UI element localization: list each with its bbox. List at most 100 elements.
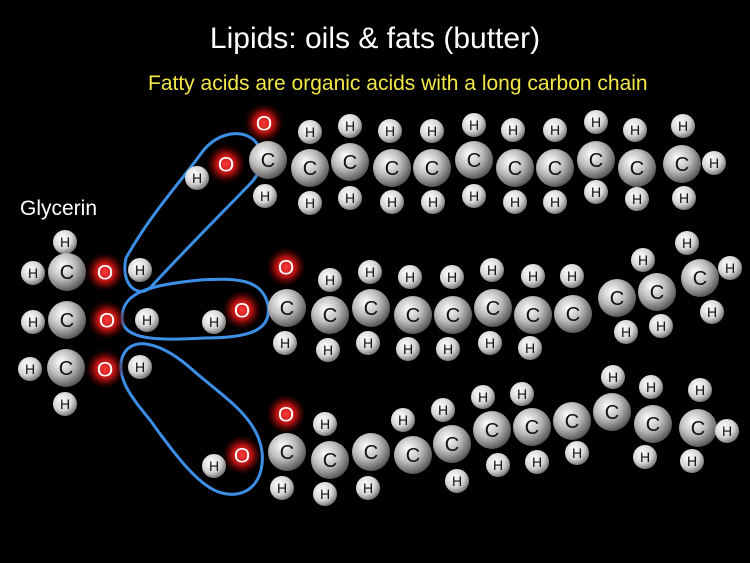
chain3-hydrogen: H bbox=[486, 453, 510, 477]
glycerin-hydrogen: H bbox=[53, 230, 77, 254]
chain3-hydrogen: H bbox=[525, 450, 549, 474]
svg-text:C: C bbox=[364, 442, 378, 464]
svg-text:H: H bbox=[682, 235, 692, 251]
chain3-hydrogen: H bbox=[565, 441, 589, 465]
svg-text:O: O bbox=[278, 257, 294, 280]
svg-text:C: C bbox=[548, 158, 562, 180]
glycerin-oxygen: O bbox=[85, 252, 125, 292]
chain3-hydrogen: H bbox=[445, 469, 469, 493]
svg-text:H: H bbox=[528, 268, 538, 284]
svg-text:H: H bbox=[365, 264, 375, 280]
chain2-hydrogen: H bbox=[478, 331, 502, 355]
svg-text:H: H bbox=[345, 118, 355, 134]
ester-bond-loop bbox=[119, 342, 264, 496]
chain2-hydrogen: H bbox=[631, 248, 655, 272]
hydroxyl-oxygen: O bbox=[206, 144, 246, 184]
svg-text:H: H bbox=[447, 269, 457, 285]
chain2-hydrogen: H bbox=[518, 336, 542, 360]
svg-text:H: H bbox=[508, 122, 518, 138]
chain2-carbon: C bbox=[394, 296, 432, 334]
chain1-hydrogen: H bbox=[378, 119, 402, 143]
svg-text:C: C bbox=[525, 417, 539, 439]
glycerin-carbon: C bbox=[47, 349, 85, 387]
svg-text:H: H bbox=[621, 324, 631, 340]
chain2-hydrogen: H bbox=[649, 314, 673, 338]
chain3-carbon: C bbox=[268, 433, 306, 471]
chain1-carbon: C bbox=[618, 149, 656, 187]
chain2-carbon: C bbox=[681, 259, 719, 297]
hydroxyl-hydrogen: H bbox=[202, 454, 226, 478]
chain2-hydrogen: H bbox=[480, 258, 504, 282]
svg-text:C: C bbox=[610, 288, 624, 310]
chain3-hydrogen: H bbox=[680, 449, 704, 473]
chain2-carbon: C bbox=[514, 296, 552, 334]
svg-text:H: H bbox=[305, 124, 315, 140]
svg-text:H: H bbox=[305, 195, 315, 211]
chain3-hydrogen: H bbox=[431, 398, 455, 422]
chain2-hydrogen: H bbox=[358, 260, 382, 284]
svg-text:C: C bbox=[406, 445, 420, 467]
svg-text:H: H bbox=[656, 318, 666, 334]
svg-text:H: H bbox=[646, 379, 656, 395]
svg-text:O: O bbox=[97, 359, 113, 382]
svg-text:C: C bbox=[60, 262, 74, 284]
page-title: Lipids: oils & fats (butter) bbox=[209, 22, 541, 55]
chain1-hydrogen: H bbox=[671, 114, 695, 138]
svg-text:H: H bbox=[550, 122, 560, 138]
chain2-hydrogen: H bbox=[396, 337, 420, 361]
svg-text:H: H bbox=[550, 194, 560, 210]
svg-text:H: H bbox=[608, 369, 618, 385]
svg-text:H: H bbox=[695, 382, 705, 398]
chain3-hydrogen: H bbox=[639, 375, 663, 399]
chain3-carbon: C bbox=[679, 409, 717, 447]
svg-text:C: C bbox=[605, 402, 619, 424]
chain2-hydrogen: H bbox=[521, 264, 545, 288]
ester-bond-loop bbox=[120, 277, 270, 341]
chain2-hydrogen: H bbox=[675, 231, 699, 255]
svg-text:H: H bbox=[632, 191, 642, 207]
svg-text:H: H bbox=[452, 473, 462, 489]
svg-text:C: C bbox=[485, 420, 499, 442]
chain2-carbon: C bbox=[311, 296, 349, 334]
svg-text:H: H bbox=[469, 188, 479, 204]
chain2-hydrogen: H bbox=[273, 331, 297, 355]
hydroxyl-oxygen: O bbox=[222, 290, 262, 330]
svg-text:C: C bbox=[508, 158, 522, 180]
svg-text:H: H bbox=[403, 341, 413, 357]
chain2-hydrogen: H bbox=[436, 337, 460, 361]
svg-text:H: H bbox=[320, 416, 330, 432]
svg-text:H: H bbox=[572, 445, 582, 461]
chain3-carbon: C bbox=[513, 408, 551, 446]
chain3-hydrogen: H bbox=[633, 445, 657, 469]
svg-text:H: H bbox=[567, 268, 577, 284]
hydroxyl-hydrogen: H bbox=[185, 166, 209, 190]
svg-text:H: H bbox=[405, 269, 415, 285]
carbonyl-oxygen: O bbox=[244, 103, 284, 143]
chain1-hydrogen: H bbox=[672, 186, 696, 210]
svg-text:H: H bbox=[591, 184, 601, 200]
chain3-carbon: C bbox=[433, 425, 471, 463]
chain1-hydrogen: H bbox=[253, 184, 277, 208]
svg-text:H: H bbox=[687, 453, 697, 469]
svg-text:H: H bbox=[325, 272, 335, 288]
svg-text:O: O bbox=[234, 300, 250, 323]
svg-text:H: H bbox=[209, 314, 219, 330]
svg-text:H: H bbox=[387, 194, 397, 210]
svg-text:C: C bbox=[445, 434, 459, 456]
chain2-hydrogen: H bbox=[356, 331, 380, 355]
svg-text:H: H bbox=[525, 340, 535, 356]
svg-text:C: C bbox=[565, 411, 579, 433]
chain1-carbon: C bbox=[455, 141, 493, 179]
glycerin-hydrogen: H bbox=[21, 261, 45, 285]
svg-text:C: C bbox=[526, 305, 540, 327]
svg-text:O: O bbox=[256, 113, 272, 136]
svg-text:H: H bbox=[485, 335, 495, 351]
svg-text:H: H bbox=[135, 359, 145, 375]
svg-text:H: H bbox=[679, 190, 689, 206]
svg-text:H: H bbox=[320, 486, 330, 502]
chain2-hydrogen: H bbox=[316, 338, 340, 362]
svg-text:H: H bbox=[638, 252, 648, 268]
glycerin-hydrogen: H bbox=[128, 258, 152, 282]
chain2-hydrogen: H bbox=[398, 265, 422, 289]
